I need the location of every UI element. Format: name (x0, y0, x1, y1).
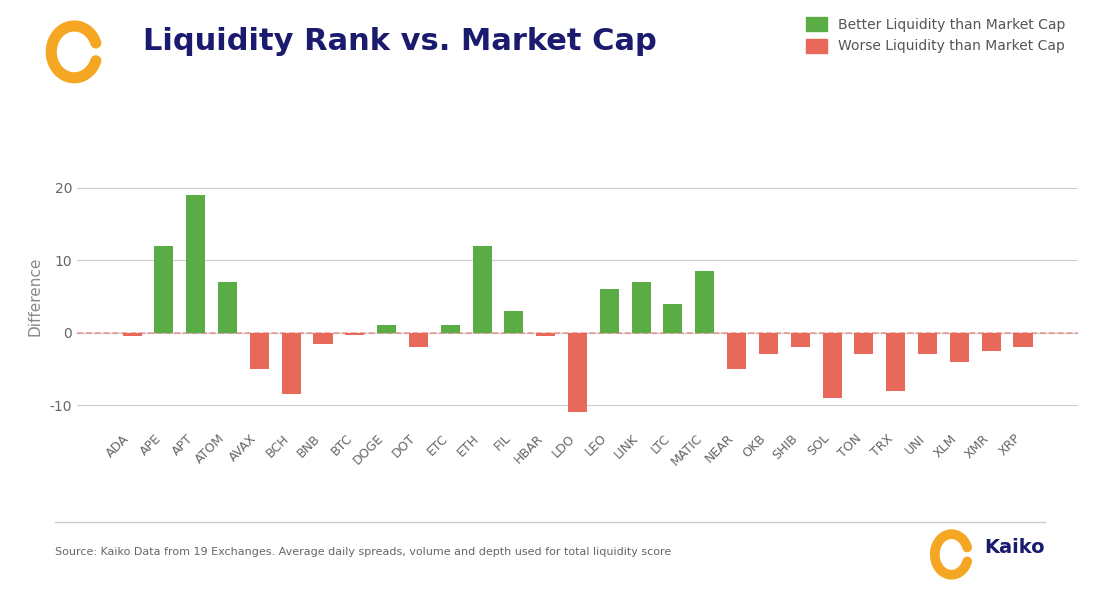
Bar (473, 246, 492, 333)
Y-axis label: Difference: Difference (28, 257, 43, 336)
Bar (695, 271, 714, 333)
Bar (663, 304, 682, 333)
Bar (823, 333, 842, 398)
Bar (949, 333, 969, 362)
Bar (727, 333, 746, 369)
Bar (250, 333, 268, 369)
Bar (1013, 333, 1033, 347)
Bar (504, 311, 524, 333)
Bar (441, 326, 460, 333)
Bar (186, 195, 206, 333)
Bar (122, 333, 142, 336)
Bar (791, 333, 810, 347)
Bar (600, 289, 619, 333)
Bar (887, 333, 905, 391)
Bar (981, 333, 1001, 351)
Text: Kaiko: Kaiko (984, 538, 1045, 557)
Bar (345, 333, 364, 335)
Legend: Better Liquidity than Market Cap, Worse Liquidity than Market Cap: Better Liquidity than Market Cap, Worse … (801, 11, 1071, 59)
Bar (409, 333, 428, 347)
Bar (855, 333, 873, 355)
Bar (918, 333, 937, 355)
Bar (154, 246, 174, 333)
Bar (218, 282, 236, 333)
Bar (759, 333, 778, 355)
Bar (377, 326, 396, 333)
Bar (568, 333, 587, 413)
Text: Liquidity Rank vs. Market Cap: Liquidity Rank vs. Market Cap (143, 27, 657, 56)
Bar (631, 282, 651, 333)
Bar (282, 333, 300, 394)
Text: Source: Kaiko Data from 19 Exchanges. Average daily spreads, volume and depth us: Source: Kaiko Data from 19 Exchanges. Av… (55, 547, 671, 557)
Bar (536, 333, 556, 336)
Bar (314, 333, 332, 343)
